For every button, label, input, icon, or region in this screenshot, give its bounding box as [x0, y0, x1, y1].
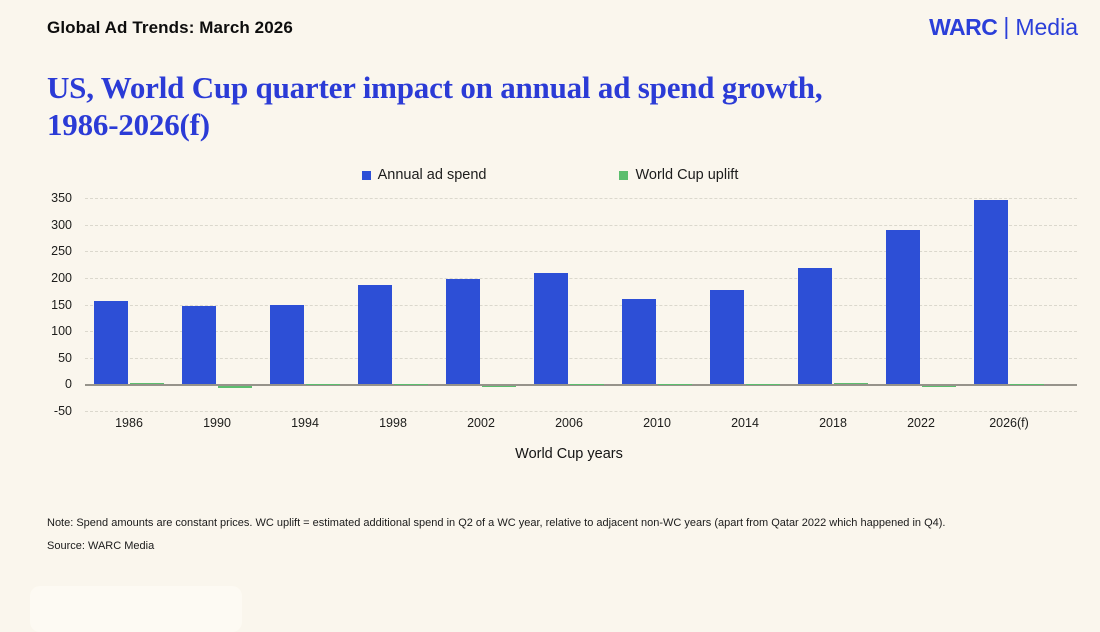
- y-tick-label: 350: [30, 190, 72, 206]
- bar-world-cup-uplift-2006: [570, 384, 604, 385]
- x-tick-label: 2022: [877, 415, 965, 431]
- y-tick-label: 0: [30, 376, 72, 392]
- bar-annual-ad-spend-2002: [446, 279, 480, 384]
- x-tick-label: 2026(f): [965, 415, 1053, 431]
- bar-annual-ad-spend-2018: [798, 268, 832, 384]
- x-axis-title: World Cup years: [85, 446, 1053, 462]
- x-tick-label: 1994: [261, 415, 349, 431]
- x-tick-label: 2014: [701, 415, 789, 431]
- bar-world-cup-uplift-2010: [658, 384, 692, 385]
- gridline: [85, 331, 1077, 332]
- footnote: Note: Spend amounts are constant prices.…: [47, 517, 946, 529]
- x-tick-label: 1998: [349, 415, 437, 431]
- bar-world-cup-uplift-2026-f: [1010, 384, 1044, 385]
- x-tick-label: 2018: [789, 415, 877, 431]
- gridline: [85, 198, 1077, 199]
- background-artifact: [30, 586, 242, 632]
- bar-world-cup-uplift-2014: [746, 384, 780, 385]
- bar-annual-ad-spend-1990: [182, 306, 216, 385]
- bar-annual-ad-spend-2010: [622, 299, 656, 385]
- gridline: [85, 358, 1077, 359]
- y-tick-label: 50: [30, 350, 72, 366]
- bar-world-cup-uplift-2002: [482, 386, 516, 387]
- bar-annual-ad-spend-1994: [270, 305, 304, 385]
- x-tick-label: 1990: [173, 415, 261, 431]
- bar-annual-ad-spend-2026-f: [974, 200, 1008, 385]
- gridline: [85, 225, 1077, 226]
- y-tick-label: -50: [30, 403, 72, 419]
- gridline: [85, 278, 1077, 279]
- bar-annual-ad-spend-2022: [886, 230, 920, 384]
- y-tick-label: 150: [30, 297, 72, 313]
- gridline: [85, 305, 1077, 306]
- bar-world-cup-uplift-1986: [130, 383, 164, 384]
- y-tick-label: 250: [30, 243, 72, 259]
- x-tick-label: 2006: [525, 415, 613, 431]
- bar-world-cup-uplift-2018: [834, 383, 868, 385]
- bar-annual-ad-spend-1998: [358, 285, 392, 384]
- x-tick-label: 2002: [437, 415, 525, 431]
- y-tick-label: 100: [30, 323, 72, 339]
- y-tick-label: 300: [30, 217, 72, 233]
- bar-annual-ad-spend-2014: [710, 290, 744, 385]
- y-tick-label: 200: [30, 270, 72, 286]
- bar-annual-ad-spend-1986: [94, 301, 128, 385]
- bar-annual-ad-spend-2006: [534, 273, 568, 385]
- gridline: [85, 251, 1077, 252]
- bar-world-cup-uplift-1998: [394, 384, 428, 385]
- gridline: [85, 411, 1077, 412]
- bar-world-cup-uplift-2022: [922, 386, 956, 387]
- x-tick-label: 1986: [85, 415, 173, 431]
- bar-world-cup-uplift-1990: [218, 386, 252, 388]
- x-tick-label: 2010: [613, 415, 701, 431]
- source-line: Source: WARC Media: [47, 540, 154, 552]
